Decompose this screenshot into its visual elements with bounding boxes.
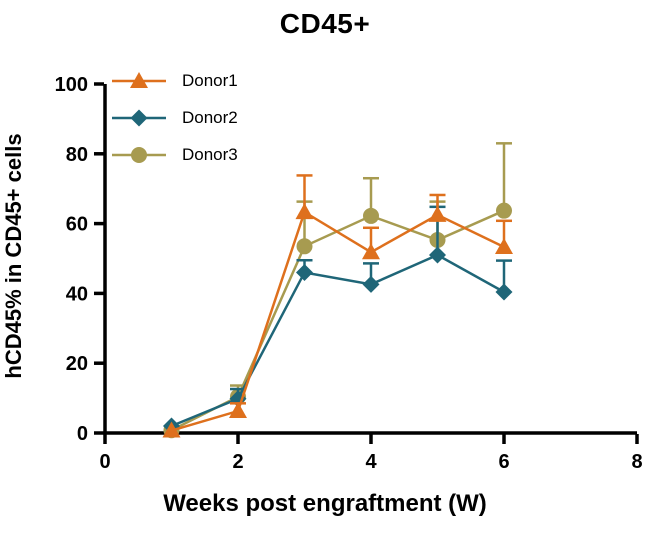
triangle-marker <box>130 72 148 88</box>
circle-marker <box>496 202 512 219</box>
donor2-diamond-marker-icon <box>112 109 166 127</box>
triangle-marker <box>362 243 380 260</box>
diamond-marker <box>362 275 380 293</box>
series-donor2 <box>163 205 513 435</box>
triangle-marker <box>428 205 447 222</box>
diamond-marker <box>495 283 513 301</box>
x-tick-label: 0 <box>99 451 110 473</box>
triangle-marker <box>495 237 513 254</box>
y-axis-ticks: 0 20 40 60 80 100 <box>55 74 104 445</box>
y-tick-label: 0 <box>77 423 88 445</box>
diamond-marker <box>429 246 446 264</box>
x-axis-ticks: 0 2 4 6 8 <box>99 434 643 473</box>
donor3-circle-marker-icon <box>112 147 166 163</box>
legend-item-donor3: Donor3 <box>110 144 238 166</box>
circle-marker <box>131 147 147 163</box>
y-tick-label: 20 <box>66 353 88 375</box>
legend-item-donor1: Donor1 <box>110 70 238 92</box>
donor1-triangle-marker-icon <box>112 72 166 88</box>
triangle-marker <box>162 421 181 438</box>
triangle-marker <box>229 402 247 419</box>
chart-title: CD45+ <box>279 8 371 39</box>
axes <box>103 84 637 435</box>
y-tick-label: 100 <box>55 74 88 96</box>
legend-label: Donor2 <box>182 108 238 127</box>
series-donor3 <box>163 142 512 439</box>
y-tick-label: 40 <box>66 283 88 305</box>
series-line <box>170 209 505 432</box>
series-donor1 <box>162 174 513 438</box>
x-tick-label: 4 <box>365 451 377 473</box>
series-line <box>171 210 505 432</box>
legend-label: Donor3 <box>182 145 238 164</box>
circle-marker <box>296 238 313 255</box>
y-tick-label: 80 <box>66 144 88 166</box>
diamond-marker <box>296 263 313 281</box>
x-tick-label: 6 <box>498 451 509 473</box>
y-tick-label: 60 <box>66 214 88 236</box>
legend-item-donor2: Donor2 <box>110 107 238 129</box>
triangle-marker <box>295 203 314 220</box>
legend-label: Donor1 <box>182 71 238 90</box>
series-line <box>171 253 505 428</box>
x-tick-label: 8 <box>631 451 642 473</box>
legend: Donor1 Donor2 Donor3 <box>110 70 238 166</box>
circle-marker <box>363 207 379 224</box>
x-axis-title: Weeks post engraftment (W) <box>163 490 487 517</box>
x-tick-label: 2 <box>232 451 243 473</box>
diamond-marker <box>130 109 148 127</box>
